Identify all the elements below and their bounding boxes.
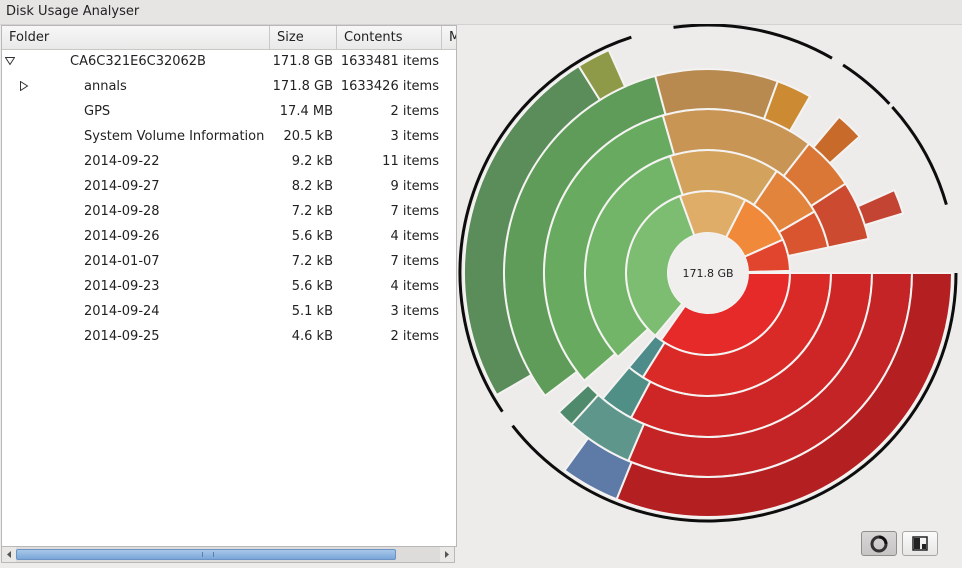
tree-row[interactable]: annals 171.8 GB 1633426 items bbox=[2, 74, 456, 99]
ring-orange[interactable] bbox=[856, 188, 905, 227]
row-size: 171.8 GB bbox=[272, 54, 333, 69]
tree-row[interactable]: 2014-09-22 9.2 kB 11 items bbox=[2, 149, 456, 174]
ring-orange[interactable] bbox=[809, 182, 870, 249]
tree-row[interactable]: 2014-01-07 7.2 kB 7 items bbox=[2, 249, 456, 274]
column-size[interactable]: Size bbox=[270, 26, 337, 49]
row-contents: 4 items bbox=[390, 279, 439, 294]
row-folder-name: 2014-09-25 bbox=[84, 329, 160, 344]
tree-row[interactable]: 2014-09-26 5.6 kB 4 items bbox=[2, 224, 456, 249]
ring-teal[interactable] bbox=[557, 383, 600, 427]
ring-depth-indicator bbox=[891, 106, 948, 206]
title-bar: Disk Usage Analyser bbox=[0, 0, 962, 25]
row-size: 9.2 kB bbox=[291, 154, 333, 169]
scrollbar-grip-icon bbox=[202, 552, 214, 557]
row-folder-name: 2014-09-23 bbox=[84, 279, 160, 294]
column-header: Folder Size Contents M bbox=[2, 26, 456, 50]
ring-center bbox=[668, 233, 748, 313]
row-folder-name: 2014-09-24 bbox=[84, 304, 160, 319]
row-folder-name: annals bbox=[84, 79, 127, 94]
row-contents: 7 items bbox=[390, 204, 439, 219]
ring-chart-pane[interactable]: 171.8 GB bbox=[457, 23, 962, 544]
expander-collapsed-icon[interactable] bbox=[19, 81, 29, 91]
tree-row[interactable]: 2014-09-27 8.2 kB 9 items bbox=[2, 174, 456, 199]
scrollbar-thumb[interactable] bbox=[16, 549, 396, 560]
row-size: 20.5 kB bbox=[283, 129, 333, 144]
scroll-right-button[interactable] bbox=[440, 547, 454, 562]
scroll-left-button[interactable] bbox=[2, 547, 16, 562]
ring-orange[interactable] bbox=[812, 115, 862, 165]
row-folder-name: 2014-01-07 bbox=[84, 254, 160, 269]
row-folder-name: System Volume Information bbox=[84, 129, 265, 144]
treemap-icon bbox=[912, 536, 928, 551]
row-folder-name: 2014-09-26 bbox=[84, 229, 160, 244]
tree-row[interactable]: CA6C321E6C32062B 171.8 GB 1633481 items bbox=[2, 49, 456, 74]
row-contents: 3 items bbox=[390, 129, 439, 144]
row-contents: 3 items bbox=[390, 304, 439, 319]
tree-row[interactable]: 2014-09-23 5.6 kB 4 items bbox=[2, 274, 456, 299]
row-folder-name: 2014-09-27 bbox=[84, 179, 160, 194]
row-size: 8.2 kB bbox=[291, 179, 333, 194]
tree-row[interactable]: GPS 17.4 MB 2 items bbox=[2, 99, 456, 124]
row-folder-name: 2014-09-22 bbox=[84, 154, 160, 169]
row-contents: 9 items bbox=[390, 179, 439, 194]
row-contents: 1633481 items bbox=[340, 54, 439, 69]
scroll-right-icon bbox=[445, 551, 449, 558]
expander-expanded-icon[interactable] bbox=[5, 56, 15, 66]
ring-center-label: 171.8 GB bbox=[682, 267, 733, 280]
window-title: Disk Usage Analyser bbox=[6, 4, 140, 19]
row-contents: 2 items bbox=[390, 329, 439, 344]
row-size: 5.6 kB bbox=[291, 279, 333, 294]
row-folder-name: 2014-09-28 bbox=[84, 204, 160, 219]
tree-row[interactable]: 2014-09-24 5.1 kB 3 items bbox=[2, 299, 456, 324]
row-size: 7.2 kB bbox=[291, 204, 333, 219]
tree-row[interactable]: 2014-09-28 7.2 kB 7 items bbox=[2, 199, 456, 224]
ring-chart[interactable]: 171.8 GB bbox=[457, 23, 962, 544]
row-size: 4.6 kB bbox=[291, 329, 333, 344]
row-size: 5.6 kB bbox=[291, 229, 333, 244]
row-size: 7.2 kB bbox=[291, 254, 333, 269]
row-contents: 1633426 items bbox=[340, 79, 439, 94]
column-folder[interactable]: Folder bbox=[2, 26, 270, 49]
folder-tree[interactable]: Folder Size Contents M CA6C321E6C32062B 1… bbox=[1, 25, 457, 547]
scroll-left-icon bbox=[7, 551, 11, 558]
ring-chart-button[interactable] bbox=[861, 531, 897, 556]
ring-depth-indicator bbox=[842, 63, 891, 105]
row-contents: 7 items bbox=[390, 254, 439, 269]
treemap-button[interactable] bbox=[902, 531, 938, 556]
tree-row[interactable]: 2014-09-25 4.6 kB 2 items bbox=[2, 324, 456, 349]
ring-chart-icon bbox=[870, 535, 888, 553]
column-contents[interactable]: Contents bbox=[337, 26, 442, 49]
ring-depth-indicator bbox=[673, 23, 833, 60]
row-contents: 2 items bbox=[390, 104, 439, 119]
row-size: 171.8 GB bbox=[272, 79, 333, 94]
column-modified[interactable]: M bbox=[442, 26, 456, 49]
row-contents: 4 items bbox=[390, 229, 439, 244]
ring-depth-indicator bbox=[458, 35, 632, 413]
horizontal-scrollbar[interactable] bbox=[1, 546, 455, 563]
ring-olive[interactable] bbox=[577, 48, 627, 102]
row-folder-name: CA6C321E6C32062B bbox=[70, 54, 206, 69]
tree-row[interactable]: System Volume Information 20.5 kB 3 items bbox=[2, 124, 456, 149]
row-size: 5.1 kB bbox=[291, 304, 333, 319]
row-contents: 11 items bbox=[382, 154, 439, 169]
ring-depth-indicator bbox=[511, 272, 958, 523]
ring-tan[interactable] bbox=[762, 80, 812, 133]
row-folder-name: GPS bbox=[84, 104, 111, 119]
row-size: 17.4 MB bbox=[279, 104, 333, 119]
